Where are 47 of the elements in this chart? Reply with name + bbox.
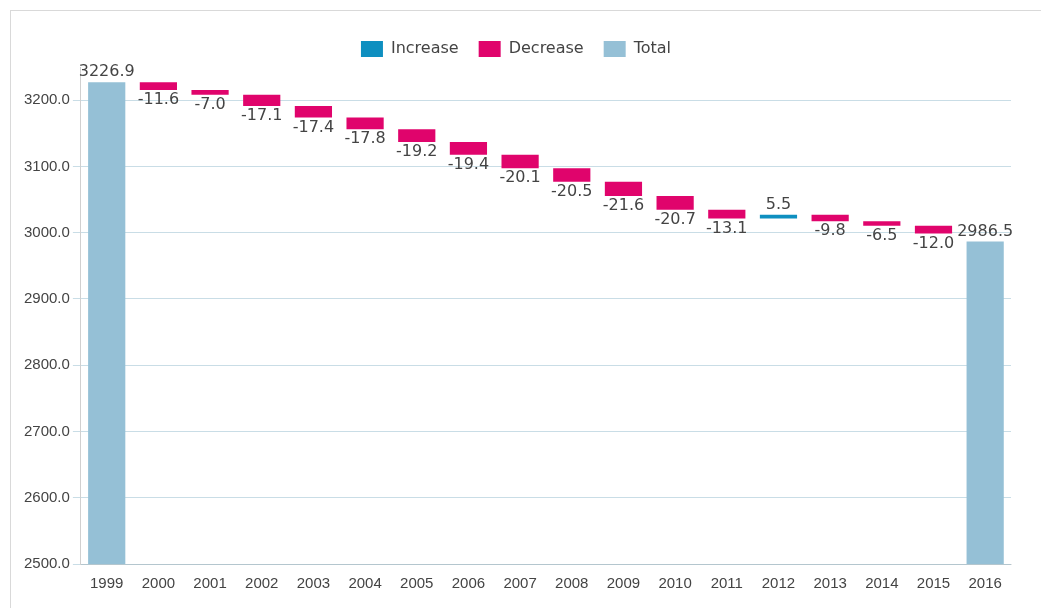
x-tick-label: 2016 — [968, 574, 1002, 592]
data-label: 2986.5 — [957, 220, 1014, 240]
data-label: -17.4 — [292, 116, 335, 136]
x-tick-label: 2013 — [813, 574, 847, 592]
x-tick-label: 2000 — [141, 574, 176, 592]
legend-label: Increase — [390, 38, 459, 58]
x-tick-label: 2004 — [348, 574, 382, 592]
x-tick-label: 2008 — [555, 574, 589, 592]
legend-label: Total — [632, 38, 672, 58]
data-label: 5.5 — [765, 194, 792, 213]
data-label: -9.8 — [814, 220, 846, 240]
data-label: -19.4 — [447, 154, 490, 174]
data-label: -19.2 — [396, 141, 438, 161]
y-tick-label: 2600.0 — [23, 487, 70, 505]
x-tick-label: 2005 — [400, 574, 434, 592]
y-tick-label: 3200.0 — [23, 90, 70, 108]
data-label: -20.7 — [654, 208, 696, 228]
y-tick-label: 2900.0 — [23, 289, 70, 307]
x-tick-label: 2012 — [761, 574, 796, 592]
x-tick-label: 2002 — [245, 574, 279, 592]
x-tick-label: 2014 — [865, 574, 899, 592]
y-tick-label: 2700.0 — [23, 421, 70, 439]
data-label: 3226.9 — [78, 61, 135, 81]
data-label: -17.1 — [241, 105, 283, 125]
x-tick-label: 2015 — [916, 574, 951, 592]
x-tick-label: 2010 — [658, 574, 692, 592]
x-tick-label: 1999 — [90, 574, 124, 592]
y-tick-label: 3000.0 — [23, 222, 70, 240]
data-label: -21.6 — [602, 195, 645, 215]
y-tick-label: 2500.0 — [23, 554, 70, 572]
x-tick-label: 2003 — [296, 574, 331, 592]
data-label: -7.0 — [194, 93, 226, 113]
data-label: -20.1 — [499, 167, 541, 187]
x-tick-label: 2001 — [193, 574, 227, 592]
y-tick-label: 3100.0 — [23, 156, 70, 174]
legend-label: Decrease — [508, 38, 584, 58]
x-tick-label: 2011 — [710, 574, 743, 592]
x-tick-label: 2009 — [606, 574, 641, 592]
x-tick-label: 2007 — [503, 574, 537, 592]
data-label: -17.8 — [344, 128, 386, 148]
data-label: -12.0 — [912, 232, 955, 252]
data-label: -20.5 — [551, 180, 593, 200]
y-tick-label: 2800.0 — [23, 355, 70, 373]
data-label: -6.5 — [866, 224, 898, 244]
data-label: -11.6 — [137, 89, 180, 109]
x-tick-label: 2006 — [451, 574, 486, 592]
data-label: -13.1 — [706, 217, 748, 237]
